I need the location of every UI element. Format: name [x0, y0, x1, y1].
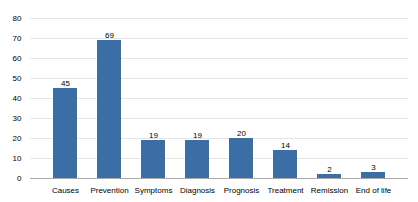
- svg-text:30: 30: [13, 114, 22, 123]
- svg-text:14: 14: [281, 141, 290, 150]
- svg-text:19: 19: [193, 131, 202, 140]
- svg-text:20: 20: [13, 134, 22, 143]
- svg-text:50: 50: [13, 74, 22, 83]
- svg-text:45: 45: [61, 79, 70, 88]
- svg-text:10: 10: [13, 154, 22, 163]
- svg-text:69: 69: [105, 31, 114, 40]
- svg-text:0: 0: [17, 174, 22, 183]
- svg-text:Causes: Causes: [52, 186, 79, 195]
- svg-text:60: 60: [13, 54, 22, 63]
- svg-text:End of life: End of life: [356, 186, 392, 195]
- svg-text:19: 19: [149, 131, 158, 140]
- svg-text:Treatment: Treatment: [267, 186, 304, 195]
- svg-text:Diagnosis: Diagnosis: [180, 186, 215, 195]
- svg-text:Remission: Remission: [311, 186, 348, 195]
- svg-text:40: 40: [13, 94, 22, 103]
- svg-text:3: 3: [371, 163, 376, 172]
- svg-text:70: 70: [13, 34, 22, 43]
- svg-text:20: 20: [237, 129, 246, 138]
- svg-text:2: 2: [327, 165, 332, 174]
- svg-text:Prognosis: Prognosis: [224, 186, 260, 195]
- svg-text:80: 80: [13, 14, 22, 23]
- svg-text:Prevention: Prevention: [90, 186, 128, 195]
- svg-text:Symptoms: Symptoms: [135, 186, 173, 195]
